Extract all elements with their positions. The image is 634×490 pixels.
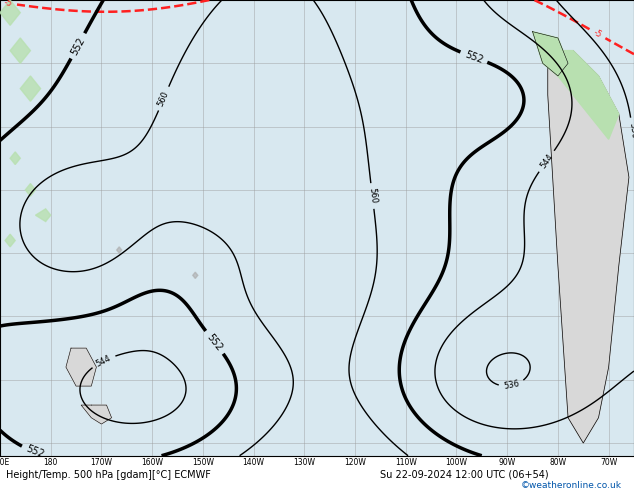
Polygon shape	[193, 272, 198, 278]
Polygon shape	[81, 405, 112, 424]
Text: Height/Temp. 500 hPa [gdam][°C] ECMWF: Height/Temp. 500 hPa [gdam][°C] ECMWF	[6, 469, 211, 480]
Text: ©weatheronline.co.uk: ©weatheronline.co.uk	[521, 481, 621, 490]
Polygon shape	[25, 184, 36, 196]
Text: 160W: 160W	[141, 459, 163, 467]
Text: 536: 536	[503, 379, 521, 392]
Text: 180: 180	[44, 459, 58, 467]
Text: 70W: 70W	[600, 459, 618, 467]
Text: 560: 560	[367, 188, 378, 204]
Polygon shape	[36, 209, 51, 221]
Text: 544: 544	[538, 152, 555, 170]
Polygon shape	[10, 152, 20, 165]
Text: 80W: 80W	[549, 459, 567, 467]
Text: 536: 536	[627, 122, 634, 139]
Polygon shape	[548, 50, 629, 443]
Text: 170W: 170W	[91, 459, 112, 467]
Polygon shape	[66, 348, 96, 386]
Text: 140W: 140W	[243, 459, 264, 467]
Text: 150W: 150W	[192, 459, 214, 467]
Text: 560: 560	[157, 90, 171, 108]
Text: -5: -5	[592, 28, 604, 40]
Text: 544: 544	[94, 353, 113, 368]
Text: 552: 552	[69, 35, 87, 56]
Text: 120W: 120W	[344, 459, 366, 467]
Text: 552: 552	[463, 49, 484, 65]
Text: Su 22-09-2024 12:00 UTC (06+54): Su 22-09-2024 12:00 UTC (06+54)	[380, 469, 549, 480]
Text: 130W: 130W	[294, 459, 315, 467]
Text: 110W: 110W	[395, 459, 417, 467]
Polygon shape	[5, 234, 15, 247]
Polygon shape	[117, 247, 122, 253]
Text: -5: -5	[3, 0, 13, 8]
Text: 190E: 190E	[0, 459, 10, 467]
Polygon shape	[20, 76, 41, 101]
Polygon shape	[548, 50, 619, 139]
Text: 552: 552	[24, 444, 46, 460]
Polygon shape	[10, 38, 30, 63]
Polygon shape	[533, 32, 568, 76]
Polygon shape	[0, 0, 20, 25]
Text: 90W: 90W	[498, 459, 516, 467]
Text: 100W: 100W	[446, 459, 467, 467]
Text: 552: 552	[205, 332, 224, 353]
